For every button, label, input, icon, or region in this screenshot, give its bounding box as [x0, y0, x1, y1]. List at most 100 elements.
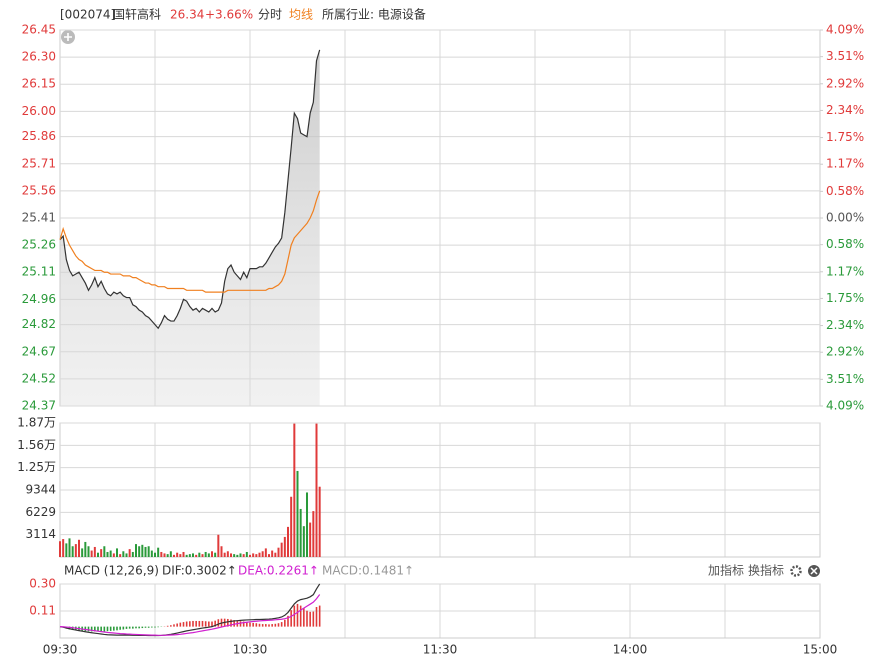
- volume-bar: [283, 536, 286, 557]
- volume-bar: [160, 551, 163, 557]
- price-legend: 分时: [258, 8, 282, 22]
- volume-bar: [68, 538, 71, 557]
- volume-bar: [157, 547, 160, 557]
- y-tick-label: 24.67: [22, 344, 56, 358]
- volume-bar: [274, 552, 277, 557]
- volume-bar: [125, 553, 128, 557]
- y2-tick-label: 0.00%: [826, 211, 864, 225]
- stock-code: [002074]: [60, 8, 115, 22]
- volume-bar: [233, 554, 236, 557]
- volume-bar: [103, 546, 106, 557]
- volume-bar: [169, 551, 172, 557]
- switch-indicator[interactable]: 换指标: [748, 563, 784, 578]
- stock-change: +3.66%: [205, 8, 253, 22]
- y2-tick-label: 2.34%: [826, 103, 864, 117]
- y2-tick-label: 3.51%: [826, 49, 864, 63]
- volume-bar: [131, 551, 134, 557]
- grid: [59, 29, 821, 639]
- volume-bar: [280, 542, 283, 557]
- volume-bar: [302, 526, 305, 557]
- price-area: [60, 49, 320, 406]
- volume-bar: [201, 554, 204, 557]
- y-tick-label: 25.11: [22, 265, 56, 279]
- volume-bar: [217, 534, 220, 557]
- volume-bar: [81, 548, 84, 557]
- volume-bar: [135, 544, 137, 557]
- volume-bar: [230, 553, 232, 557]
- volume-bar: [154, 552, 156, 557]
- volume-bar: [87, 546, 90, 557]
- y-tick-label: 0.11: [29, 604, 56, 618]
- x-tick-label: 09:30: [43, 643, 78, 657]
- volume-bar: [106, 551, 109, 557]
- y-tick-label: 1.56万: [17, 438, 56, 452]
- volume-bar: [62, 539, 65, 557]
- price-line: [59, 49, 321, 330]
- volume-bar: [226, 551, 229, 557]
- dea-legend: DEA:0.2261↑: [238, 564, 319, 578]
- x-tick-label: 14:00: [613, 643, 648, 657]
- y2-tick-label: 0.58%: [826, 237, 864, 251]
- volume-bar: [312, 511, 315, 557]
- y2-tick-label: 2.92%: [826, 345, 864, 359]
- y2-tick-label: 4.09%: [826, 399, 864, 413]
- volume-bar: [192, 553, 194, 557]
- volume-bar: [277, 547, 280, 557]
- settings-icon[interactable]: [790, 565, 802, 577]
- add-indicator[interactable]: 加指标: [708, 563, 744, 578]
- macd-title: MACD (12,26,9): [64, 564, 159, 578]
- volume-bar: [220, 546, 223, 557]
- volume-bar: [119, 554, 122, 557]
- y-tick-label: 0.30: [29, 577, 56, 591]
- y-tick-label: 3114: [25, 527, 56, 541]
- volume-bar: [112, 553, 115, 557]
- y2-tick-label: 0.58%: [826, 184, 864, 198]
- volume-bar: [255, 554, 258, 557]
- volume-bar: [249, 554, 251, 557]
- header: [002074] 国轩高科 26.34 +3.66% 分时 均线 所属行业: 电…: [60, 7, 426, 22]
- y-tick-label: 25.41: [22, 211, 56, 225]
- avg-legend: 均线: [289, 8, 313, 22]
- volume-bar: [179, 554, 182, 557]
- y-tick-label: 26.45: [22, 23, 56, 37]
- y-tick-label: 25.86: [22, 129, 56, 143]
- volume-bar: [271, 550, 274, 557]
- y-tick-label: 24.96: [22, 292, 56, 306]
- volume-bar: [163, 553, 166, 557]
- volume-bar: [223, 552, 226, 557]
- volume-bar: [290, 496, 293, 557]
- y2-tick-label: 4.09%: [826, 23, 864, 37]
- y-tick-label: 26.15: [22, 77, 56, 91]
- volume-bar: [264, 548, 267, 557]
- volume-bar: [299, 508, 302, 557]
- y2-tick-label: 2.92%: [826, 76, 864, 90]
- volume-bar: [78, 539, 80, 557]
- x-tick-label: 11:30: [423, 643, 458, 657]
- volume-bar: [296, 470, 299, 557]
- volume-bar: [182, 551, 185, 557]
- close-x: [810, 567, 818, 575]
- volume-bar: [176, 552, 179, 557]
- volume-bar: [144, 546, 147, 557]
- y-tick-label: 24.52: [22, 371, 56, 385]
- add-icon: [64, 33, 72, 41]
- avg-line: [59, 190, 321, 293]
- volume-bar: [318, 486, 321, 557]
- y-tick-label: 1.25万: [17, 460, 56, 474]
- volume-bar: [93, 546, 96, 557]
- volume-bar: [315, 423, 318, 557]
- volume-bar: [90, 550, 93, 557]
- volume-bar: [293, 423, 296, 557]
- y2-tick-label: 3.51%: [826, 372, 864, 386]
- volume-bar: [261, 551, 264, 557]
- volume-bar: [65, 543, 68, 557]
- y2-tick-label: 1.17%: [826, 264, 864, 278]
- volume-bar: [185, 554, 188, 557]
- y-tick-label: 26.30: [22, 50, 56, 64]
- dif-legend: DIF:0.3002↑: [162, 564, 237, 578]
- y-tick-label: 25.56: [22, 183, 56, 197]
- volume-bar: [150, 550, 153, 557]
- macd-legend: MACD:0.1481↑: [322, 564, 414, 578]
- stock-price: 26.34: [170, 8, 204, 22]
- volume-bar: [287, 526, 289, 557]
